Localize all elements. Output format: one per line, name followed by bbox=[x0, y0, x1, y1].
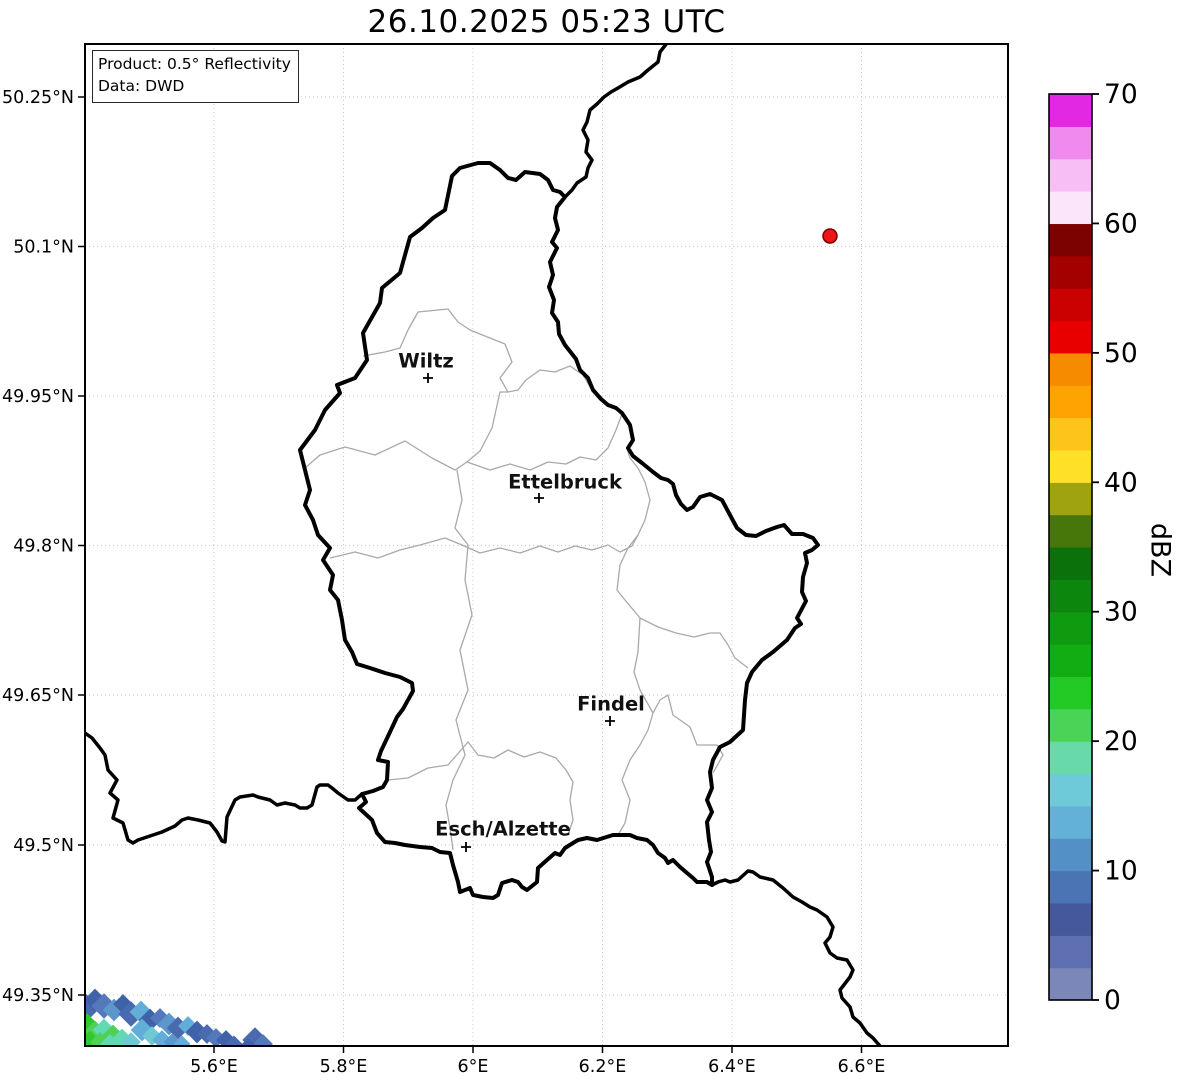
y-tick-label: 50.1°N bbox=[13, 238, 74, 258]
colorbar-segment bbox=[1049, 191, 1092, 225]
colorbar-segment bbox=[1049, 579, 1092, 613]
colorbar-segment bbox=[1049, 547, 1092, 580]
colorbar-segment bbox=[1049, 902, 1092, 936]
canton-border bbox=[639, 689, 724, 774]
city-ettelbruck: Ettelbruck bbox=[508, 471, 623, 503]
colorbar-segment bbox=[1049, 870, 1092, 904]
canton-border bbox=[362, 308, 593, 393]
x-tick-label: 6°E bbox=[458, 1057, 489, 1077]
radar-echo-gate bbox=[253, 1034, 273, 1046]
colorbar-tick-label: 40 bbox=[1104, 467, 1138, 498]
y-tick-label: 49.8°N bbox=[13, 537, 74, 557]
colorbar-segment bbox=[1049, 644, 1092, 678]
colorbar-segment bbox=[1049, 255, 1092, 289]
colorbar-tick-label: 70 bbox=[1104, 79, 1138, 110]
radar-echo-gate bbox=[85, 1030, 102, 1046]
internal-borders-layer bbox=[304, 308, 749, 851]
y-tick-label: 50.25°N bbox=[2, 88, 74, 108]
city-marker bbox=[461, 842, 471, 852]
x-tick-label: 6.2°E bbox=[579, 1057, 627, 1077]
colorbar-segment bbox=[1049, 741, 1092, 775]
data-source-label: Data: DWD bbox=[98, 77, 185, 96]
colorbar-segment bbox=[1049, 449, 1092, 483]
colorbar-segment bbox=[1049, 838, 1092, 872]
colorbar-segment bbox=[1049, 514, 1092, 548]
radar-echo-gate bbox=[100, 1034, 120, 1046]
city-label: Findel bbox=[577, 693, 645, 716]
map-layer bbox=[85, 44, 882, 1046]
y-tick-label: 49.5°N bbox=[13, 836, 74, 856]
colorbar-tick-label: 10 bbox=[1104, 856, 1138, 887]
canton-border bbox=[617, 712, 654, 836]
city-marker bbox=[423, 373, 433, 383]
x-tick-label: 5.8°E bbox=[320, 1057, 368, 1077]
colorbar-tick-label: 20 bbox=[1104, 726, 1138, 757]
colorbar-tick-label: 60 bbox=[1104, 208, 1138, 239]
city-findel: Findel bbox=[577, 693, 645, 726]
canton-border bbox=[329, 448, 651, 559]
colorbar: 0 10 20 30 40 50 60 70 bbox=[1048, 79, 1138, 1016]
country-border-luxembourg bbox=[298, 161, 820, 900]
city-label: Ettelbruck bbox=[508, 471, 623, 494]
colorbar-segment bbox=[1049, 708, 1092, 742]
neighbor-country-border bbox=[563, 44, 669, 199]
canton-border bbox=[387, 741, 574, 836]
radar-echo-gate bbox=[121, 1032, 141, 1046]
colorbar-segment bbox=[1049, 385, 1092, 419]
colorbar-segment bbox=[1049, 417, 1092, 451]
colorbar-segment bbox=[1049, 935, 1092, 969]
y-tick-label: 49.65°N bbox=[2, 686, 74, 706]
colorbar-segment bbox=[1049, 676, 1092, 710]
colorbar-segment bbox=[1049, 805, 1092, 839]
city-marker bbox=[534, 493, 544, 503]
colorbar-segment bbox=[1049, 352, 1092, 386]
y-tick-label: 49.35°N bbox=[2, 986, 74, 1006]
colorbar-segment bbox=[1049, 773, 1092, 807]
colorbar-segment bbox=[1049, 320, 1092, 354]
city-label: Wiltz bbox=[398, 350, 454, 373]
radar-site-dot bbox=[822, 228, 838, 244]
canton-border bbox=[633, 617, 641, 691]
colorbar-tick-label: 0 bbox=[1104, 985, 1121, 1016]
city-marker bbox=[605, 716, 615, 726]
canton-border bbox=[466, 413, 623, 471]
product-info-box: Product: 0.5° Reflectivity Data: DWD bbox=[92, 50, 299, 103]
canton-border bbox=[304, 391, 508, 471]
canton-border bbox=[445, 469, 473, 851]
colorbar-segment bbox=[1049, 967, 1092, 1001]
radar-echo-layer bbox=[85, 988, 273, 1046]
colorbar-axis-label: dBZ bbox=[1144, 522, 1176, 578]
colorbar-segment bbox=[1049, 94, 1092, 127]
product-label: Product: 0.5° Reflectivity bbox=[98, 55, 291, 73]
radar-echo-gate bbox=[90, 1032, 110, 1046]
x-tick-label: 6.4°E bbox=[708, 1057, 756, 1077]
neighbor-country-border bbox=[710, 869, 882, 1046]
colorbar-tick-label: 30 bbox=[1104, 597, 1138, 628]
colorbar-tick-label: 50 bbox=[1104, 338, 1138, 369]
colorbar-outline bbox=[1048, 93, 1093, 1001]
y-tick-label: 49.95°N bbox=[2, 387, 74, 407]
grid-layer bbox=[85, 44, 1008, 1046]
colorbar-segment bbox=[1049, 158, 1092, 192]
canton-border bbox=[616, 534, 749, 669]
colorbar-segment bbox=[1049, 223, 1092, 257]
colorbar-segment bbox=[1049, 482, 1092, 516]
page-title: 26.10.2025 05:23 UTC bbox=[367, 4, 726, 40]
colorbar-segment bbox=[1049, 611, 1092, 645]
city-esch-alzette: Esch/Alzette bbox=[435, 818, 571, 852]
neighbor-borders-layer bbox=[85, 44, 882, 1046]
city-wiltz: Wiltz bbox=[398, 350, 454, 383]
x-tick-label: 5.6°E bbox=[190, 1057, 238, 1077]
neighbor-country-border bbox=[85, 731, 364, 845]
x-tick-label: 6.6°E bbox=[838, 1057, 886, 1077]
colorbar-segment bbox=[1049, 288, 1092, 322]
city-label: Esch/Alzette bbox=[435, 818, 571, 841]
axis-layer: 50.25°N 50.1°N 49.95°N 49.8°N 49.65°N 49.5°N 4… bbox=[2, 88, 885, 1077]
colorbar-segment bbox=[1049, 126, 1092, 160]
